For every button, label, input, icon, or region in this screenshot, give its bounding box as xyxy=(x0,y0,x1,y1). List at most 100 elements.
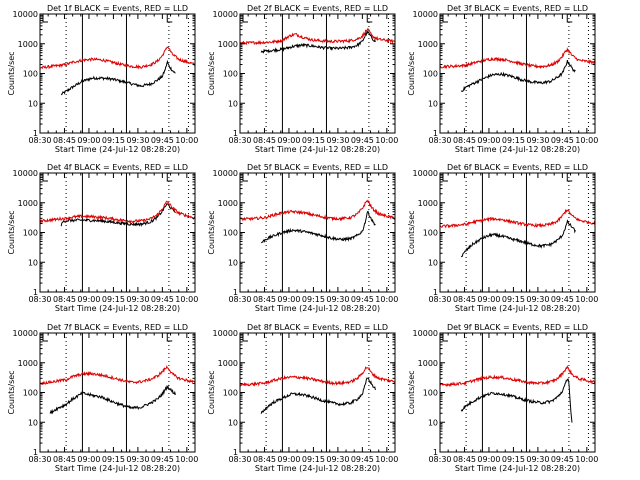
corner-marker xyxy=(166,14,173,23)
series-lld xyxy=(40,200,195,224)
panel-title: Det 1f BLACK = Events, RED = LLD xyxy=(47,4,188,13)
plot-frame xyxy=(39,172,196,293)
y-tick-label: 10 xyxy=(28,258,38,267)
panel-title: Det 6f BLACK = Events, RED = LLD xyxy=(447,163,588,172)
y-tick-label: 10000 xyxy=(413,169,438,178)
x-tick-label: 09:45 xyxy=(351,136,374,145)
corner-marker xyxy=(566,14,573,23)
x-tick-label: 09:00 xyxy=(477,295,500,304)
corner-marker xyxy=(42,333,48,342)
y-tick-label: 10000 xyxy=(413,10,438,19)
x-tick-label: 09:00 xyxy=(277,136,300,145)
x-tick-label: 09:00 xyxy=(77,455,100,464)
x-tick-label: 08:30 xyxy=(428,295,451,304)
x-tick-label: 08:30 xyxy=(28,136,51,145)
series-events xyxy=(460,59,576,93)
x-tick-label: 09:45 xyxy=(151,455,174,464)
x-tick-label: 08:45 xyxy=(453,455,476,464)
y-tick-label: 10000 xyxy=(13,169,38,178)
y-tick-label: 1 xyxy=(33,288,38,297)
panel-det-4: Det 4f BLACK = Events, RED = LLD 1 10 100 10… xyxy=(7,163,198,313)
y-tick-label: 1000 xyxy=(418,199,438,208)
x-axis-label: Start Time (24-Jul-12 08:28:20) xyxy=(455,145,580,154)
y-tick-label: 100 xyxy=(223,70,238,79)
y-tick-label: 1 xyxy=(433,448,438,457)
x-tick-label: 09:45 xyxy=(151,295,174,304)
plot-frame xyxy=(439,13,596,134)
x-axis-label: Start Time (24-Jul-12 08:28:20) xyxy=(255,145,380,154)
x-tick-label: 09:45 xyxy=(551,136,574,145)
panel-title: Det 9f BLACK = Events, RED = LLD xyxy=(447,323,588,332)
y-tick-label: 100 xyxy=(223,389,238,398)
y-axis-label: Counts/sec xyxy=(207,370,216,414)
x-tick-label: 10:00 xyxy=(175,136,198,145)
series-events xyxy=(460,377,573,423)
x-tick-label: 09:15 xyxy=(102,136,125,145)
y-tick-label: 10000 xyxy=(213,169,238,178)
corner-marker xyxy=(566,333,573,342)
series-lld xyxy=(440,47,595,70)
series-events xyxy=(261,210,376,244)
corner-marker xyxy=(366,173,373,182)
y-tick-label: 10 xyxy=(228,258,238,267)
corner-marker xyxy=(42,14,48,23)
corner-marker xyxy=(442,173,448,182)
x-tick-label: 08:45 xyxy=(53,295,76,304)
series-lld xyxy=(240,199,395,222)
series-events xyxy=(60,59,176,96)
series-lld xyxy=(40,364,195,386)
y-axis-label: Counts/sec xyxy=(407,370,416,414)
x-tick-label: 08:30 xyxy=(28,455,51,464)
x-tick-label: 10:00 xyxy=(575,455,598,464)
x-tick-label: 09:15 xyxy=(302,136,325,145)
x-tick-label: 10:00 xyxy=(375,295,398,304)
panel-det-6: Det 6f BLACK = Events, RED = LLD 1 10 100 10… xyxy=(407,163,598,313)
y-tick-label: 10000 xyxy=(13,329,38,338)
y-tick-label: 10000 xyxy=(13,10,38,19)
x-tick-label: 09:45 xyxy=(351,455,374,464)
panel-title: Det 3f BLACK = Events, RED = LLD xyxy=(447,4,588,13)
plot-frame xyxy=(239,332,396,453)
corner-marker xyxy=(166,333,173,342)
x-tick-label: 09:30 xyxy=(526,455,549,464)
y-tick-label: 10 xyxy=(428,99,438,108)
x-tick-label: 08:45 xyxy=(53,455,76,464)
x-tick-label: 10:00 xyxy=(175,295,198,304)
y-tick-label: 100 xyxy=(23,70,38,79)
plot-frame xyxy=(439,172,596,293)
x-tick-label: 09:00 xyxy=(77,136,100,145)
x-tick-label: 08:30 xyxy=(228,455,251,464)
x-tick-label: 08:45 xyxy=(253,136,276,145)
x-tick-label: 08:45 xyxy=(453,136,476,145)
y-axis-label: Counts/sec xyxy=(7,370,16,414)
corner-marker xyxy=(242,173,248,182)
y-tick-label: 10 xyxy=(228,99,238,108)
y-tick-label: 1 xyxy=(33,448,38,457)
x-tick-label: 08:30 xyxy=(428,136,451,145)
panel-title: Det 8f BLACK = Events, RED = LLD xyxy=(247,323,388,332)
x-tick-label: 10:00 xyxy=(375,455,398,464)
corner-marker xyxy=(366,14,373,23)
corner-marker xyxy=(242,333,248,342)
x-tick-label: 09:30 xyxy=(126,295,149,304)
y-tick-label: 1000 xyxy=(218,40,238,49)
series-events xyxy=(260,29,376,54)
x-axis-label: Start Time (24-Jul-12 08:28:20) xyxy=(455,464,580,473)
x-tick-label: 10:00 xyxy=(175,455,198,464)
x-tick-label: 09:15 xyxy=(502,295,525,304)
x-axis-label: Start Time (24-Jul-12 08:28:20) xyxy=(455,304,580,313)
x-tick-label: 10:00 xyxy=(375,136,398,145)
x-tick-label: 09:00 xyxy=(77,295,100,304)
x-tick-label: 09:30 xyxy=(526,136,549,145)
y-tick-label: 10000 xyxy=(213,10,238,19)
x-tick-label: 08:30 xyxy=(228,295,251,304)
x-tick-label: 09:30 xyxy=(326,295,349,304)
y-tick-label: 100 xyxy=(423,229,438,238)
y-tick-label: 100 xyxy=(23,229,38,238)
corner-marker xyxy=(566,173,573,182)
series-lld xyxy=(440,364,595,387)
panel-det-1: Det 1f BLACK = Events, RED = LLD 1 10 100 10… xyxy=(7,4,198,154)
x-axis-label: Start Time (24-Jul-12 08:28:20) xyxy=(255,304,380,313)
y-tick-label: 1 xyxy=(433,129,438,138)
x-tick-label: 09:30 xyxy=(326,455,349,464)
